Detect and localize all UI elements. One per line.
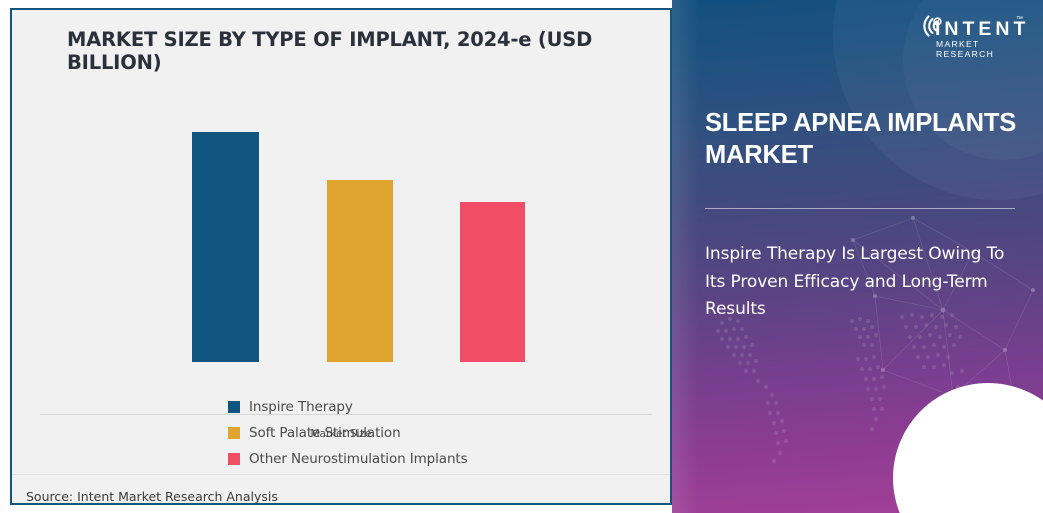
chart-panel: MARKET SIZE BY TYPE OF IMPLANT, 2024-e (…	[10, 8, 672, 505]
signal-arc-icon	[923, 15, 942, 37]
bars-container	[12, 70, 670, 414]
logo-trademark: ™	[1016, 16, 1023, 23]
bar-2	[460, 202, 525, 362]
x-axis-label: Market Size	[310, 428, 372, 440]
bar-0	[192, 132, 259, 362]
bar-chart-plot: Market Size	[12, 70, 670, 440]
legend-label: Inspire Therapy	[249, 399, 353, 415]
legend-item: Soft Palate Stimulation	[228, 422, 468, 444]
panel-divider	[705, 208, 1015, 209]
chart-title: MARKET SIZE BY TYPE OF IMPLANT, 2024-e (…	[67, 28, 593, 74]
brand-panel: INTENT ™ MARKET RESEARCH SLEEP APNEA IMP…	[672, 0, 1043, 513]
legend-swatch-icon	[228, 453, 240, 465]
x-axis-line	[40, 414, 652, 415]
bar-1	[327, 180, 393, 362]
legend-swatch-icon	[228, 427, 240, 439]
brand-logo: INTENT ™ MARKET RESEARCH	[909, 9, 1030, 59]
logo-tagline: MARKET RESEARCH	[936, 39, 995, 59]
legend-swatch-icon	[228, 401, 240, 413]
source-text: Source: Intent Market Research Analysis	[26, 489, 278, 504]
legend-item: Other Neurostimulation Implants	[228, 448, 468, 470]
legend-label: Soft Palate Stimulation	[249, 425, 401, 441]
chart-legend: Inspire Therapy Soft Palate Stimulation Ot…	[228, 396, 468, 474]
edge-glow	[672, 0, 698, 513]
legend-label: Other Neurostimulation Implants	[249, 451, 468, 467]
source-divider	[12, 474, 670, 475]
legend-item: Inspire Therapy	[228, 396, 468, 418]
logo-wordmark: INTENT	[935, 18, 1030, 40]
panel-subtitle: Inspire Therapy Is Largest Owing To Its …	[705, 244, 1005, 320]
panel-title: SLEEP APNEA IMPLANTS MARKET	[705, 109, 1017, 169]
